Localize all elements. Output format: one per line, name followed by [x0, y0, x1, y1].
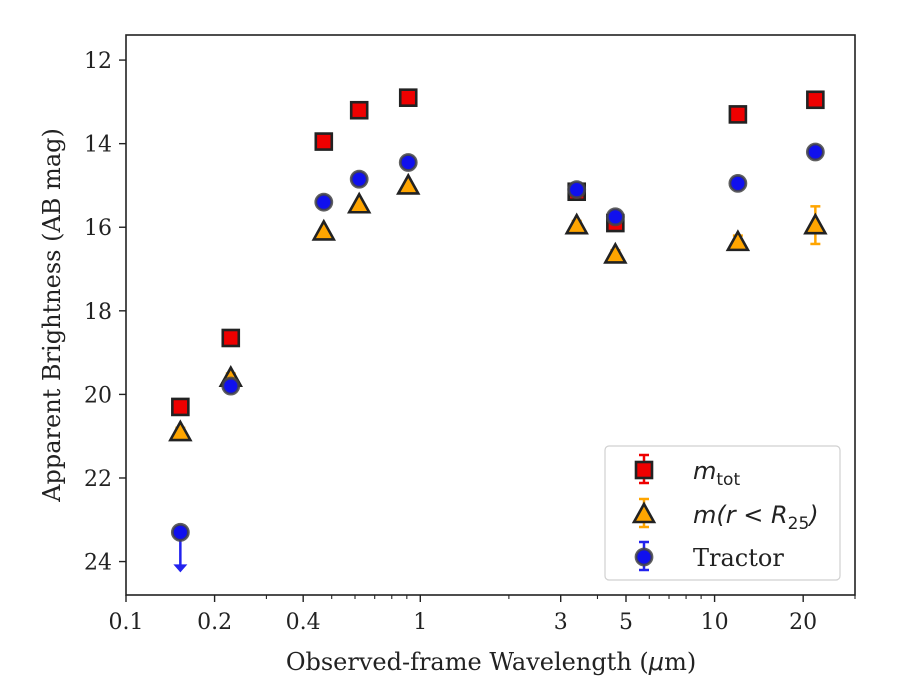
data-point	[603, 241, 628, 264]
legend-item-mtot: mtot	[634, 453, 740, 490]
plot-frame	[125, 34, 856, 596]
data-point	[805, 142, 825, 162]
x-tick-label: 0.4	[286, 610, 321, 635]
data-point	[346, 191, 372, 214]
data-point	[314, 192, 334, 212]
data-point	[725, 229, 751, 252]
legend-marker	[631, 501, 657, 524]
data-point	[168, 419, 193, 442]
data-point	[605, 207, 625, 227]
y-tick-label: 14	[84, 133, 112, 158]
legend-marker	[634, 547, 654, 567]
data-point	[221, 376, 241, 396]
y-tick-label: 24	[84, 551, 112, 576]
legend-label: mtot	[693, 457, 740, 490]
x-tick-label: 0.1	[109, 610, 144, 635]
x-tick-label: 0.2	[197, 610, 232, 635]
x-tick-label: 1	[413, 610, 427, 635]
data-point	[171, 397, 190, 417]
series-mtot	[171, 88, 825, 417]
x-tick-label: 5	[619, 610, 633, 635]
upper-limit-arrowhead	[173, 564, 188, 573]
plot-area	[168, 88, 828, 573]
data-point	[349, 169, 369, 189]
y-tick-label: 12	[84, 49, 112, 74]
data-point	[170, 522, 190, 542]
legend-label: m(r < R25)	[693, 501, 819, 534]
axes: 0.1 0.2 0.4 1 3 5 10 20 12 14 16 18 20 22 24	[84, 34, 856, 635]
data-point	[398, 153, 418, 172]
x-tick-label: 10	[701, 610, 729, 635]
legend: mtot m(r < R25) Tractor	[604, 445, 841, 581]
y-tick-label: 22	[84, 467, 112, 492]
legend-box	[604, 445, 841, 581]
legend-item-tractor: Tractor	[634, 540, 784, 572]
x-tick-label: 3	[554, 610, 568, 635]
legend-marker	[634, 460, 654, 480]
y-tick-label: 20	[84, 383, 112, 408]
x-axis-label: Observed-frame Wavelength (μm)	[286, 648, 696, 676]
y-tick-label: 18	[84, 300, 112, 325]
data-point	[311, 218, 337, 241]
legend-item-mr25: m(r < R25)	[631, 497, 819, 534]
data-point	[396, 172, 421, 195]
data-point	[728, 173, 748, 193]
data-point	[567, 180, 587, 200]
x-tick-label: 20	[789, 610, 817, 635]
data-point	[398, 88, 418, 107]
y-axis-label: Apparent Brightness (AB mag)	[38, 128, 66, 503]
series-mr25	[168, 172, 828, 442]
data-point	[728, 105, 748, 124]
data-point	[221, 328, 241, 348]
y-tick-label: 16	[84, 216, 112, 241]
data-point	[564, 212, 589, 235]
data-point	[349, 100, 369, 120]
legend-label: Tractor	[693, 544, 784, 572]
data-point	[806, 90, 825, 110]
data-point	[314, 132, 334, 151]
series-tractor	[170, 142, 825, 573]
data-point	[803, 212, 828, 235]
